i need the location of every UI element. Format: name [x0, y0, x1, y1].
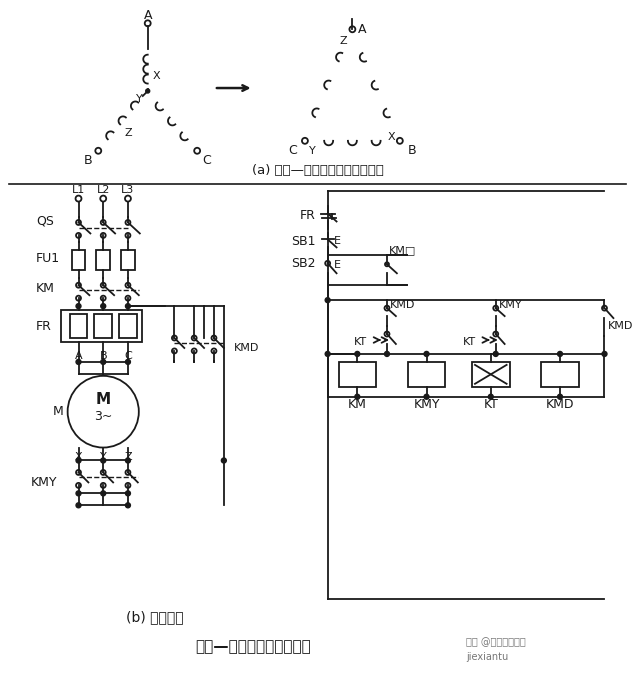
Circle shape	[557, 352, 563, 356]
Text: KM: KM	[348, 398, 367, 411]
Text: L1: L1	[72, 184, 85, 194]
Circle shape	[125, 359, 131, 364]
Bar	[72, 250, 85, 270]
Circle shape	[325, 352, 330, 356]
Circle shape	[125, 491, 131, 496]
Text: Z: Z	[124, 128, 132, 138]
Bar	[541, 362, 579, 387]
Bar	[119, 314, 137, 338]
Circle shape	[125, 304, 131, 308]
Text: KM□: KM□	[389, 245, 417, 255]
Text: Z: Z	[340, 36, 348, 46]
Text: (b) 控制线路: (b) 控制线路	[126, 610, 184, 624]
Text: M: M	[95, 392, 111, 407]
Text: KT: KT	[354, 337, 367, 347]
Text: X: X	[388, 132, 396, 142]
Bar	[408, 362, 445, 387]
Circle shape	[424, 352, 429, 356]
Circle shape	[488, 394, 493, 399]
Bar	[339, 362, 376, 387]
Circle shape	[76, 503, 81, 508]
Bar	[94, 314, 112, 338]
Text: FR: FR	[300, 209, 316, 222]
Circle shape	[100, 458, 106, 463]
Text: Y: Y	[136, 94, 143, 104]
Text: KMD: KMD	[546, 398, 574, 411]
Text: M: M	[52, 405, 63, 418]
Text: B: B	[84, 154, 93, 167]
Text: X: X	[153, 71, 161, 81]
Text: KMY: KMY	[413, 398, 440, 411]
Bar	[472, 362, 509, 387]
Circle shape	[602, 352, 607, 356]
Text: KMD: KMD	[607, 321, 633, 331]
Circle shape	[493, 352, 498, 356]
Bar	[121, 250, 135, 270]
Text: KMD: KMD	[234, 343, 259, 353]
Circle shape	[76, 304, 81, 308]
Circle shape	[100, 359, 106, 364]
Text: C: C	[124, 351, 132, 361]
Text: QS: QS	[36, 215, 54, 228]
Circle shape	[100, 304, 106, 308]
Text: 3~: 3~	[94, 410, 113, 423]
Bar	[61, 310, 142, 342]
Text: C: C	[203, 154, 211, 167]
Circle shape	[125, 503, 131, 508]
Circle shape	[385, 352, 390, 356]
Bar	[96, 250, 110, 270]
Text: KT: KT	[483, 398, 498, 411]
Circle shape	[325, 298, 330, 302]
Text: KMD: KMD	[390, 300, 415, 310]
Circle shape	[146, 89, 150, 93]
Text: L3: L3	[122, 184, 134, 194]
Circle shape	[76, 491, 81, 496]
Circle shape	[76, 359, 81, 364]
Text: E: E	[334, 236, 341, 246]
Text: KMY: KMY	[31, 476, 58, 489]
Bar	[70, 314, 88, 338]
Text: A: A	[143, 9, 152, 22]
Text: FU1: FU1	[36, 252, 60, 265]
Text: 头条 @机械知识制造: 头条 @机械知识制造	[466, 637, 526, 647]
Circle shape	[557, 394, 563, 399]
Text: KMY: KMY	[499, 300, 522, 310]
Text: C: C	[289, 144, 298, 157]
Text: jiexiantu: jiexiantu	[466, 651, 508, 662]
Text: 星形—三角形启动控制线路: 星形—三角形启动控制线路	[196, 639, 312, 654]
Text: A: A	[358, 23, 367, 36]
Circle shape	[76, 458, 81, 463]
Circle shape	[100, 491, 106, 496]
Text: KT: KT	[463, 337, 476, 347]
Text: B: B	[99, 351, 107, 361]
Text: Y: Y	[310, 146, 316, 156]
Text: SB2: SB2	[291, 256, 316, 270]
Text: X: X	[75, 452, 83, 462]
Circle shape	[221, 458, 227, 463]
Text: A: A	[75, 351, 83, 361]
Circle shape	[424, 394, 429, 399]
Text: Z: Z	[124, 452, 132, 462]
Circle shape	[355, 352, 360, 356]
Text: SB1: SB1	[291, 235, 316, 248]
Circle shape	[355, 394, 360, 399]
Text: E: E	[334, 261, 341, 270]
Text: FR: FR	[36, 319, 52, 333]
Text: KM: KM	[36, 281, 55, 295]
Text: L2: L2	[97, 184, 110, 194]
Text: Y: Y	[100, 452, 107, 462]
Circle shape	[125, 458, 131, 463]
Text: B: B	[408, 144, 416, 157]
Text: (a) 星形—三角形转换绕组连接图: (a) 星形—三角形转换绕组连接图	[252, 164, 384, 178]
